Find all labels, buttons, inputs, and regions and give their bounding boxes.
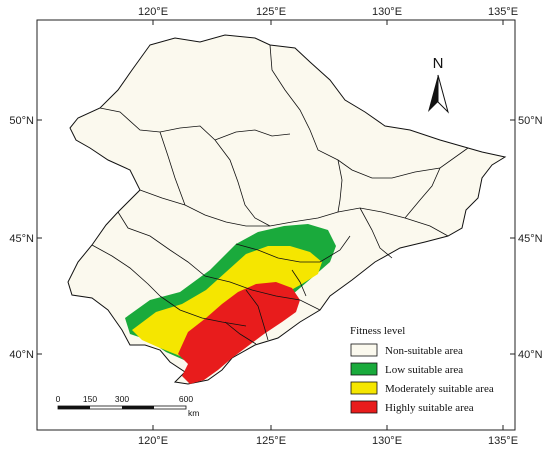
legend-item: Highly suitable area xyxy=(350,400,474,414)
legend-swatch xyxy=(350,362,378,376)
legend-item: Low suitable area xyxy=(350,362,463,376)
scale-unit: km xyxy=(188,408,199,418)
lat-tick-right: 45°N xyxy=(518,233,543,245)
north-label: N xyxy=(433,55,444,72)
legend-label: Non-suitable area xyxy=(385,345,463,357)
scale-label: 150 xyxy=(83,394,97,404)
scale-bar xyxy=(57,405,187,410)
legend-swatch xyxy=(350,381,378,395)
lon-tick-bottom: 135°E xyxy=(488,435,518,447)
legend-item: Moderately suitable area xyxy=(350,381,494,395)
lat-tick-right: 40°N xyxy=(518,349,543,361)
lon-tick-top: 135°E xyxy=(488,6,518,18)
lat-tick-left: 45°N xyxy=(9,233,34,245)
lon-tick-top: 125°E xyxy=(256,6,286,18)
legend-label: Moderately suitable area xyxy=(385,383,494,395)
lon-tick-top: 120°E xyxy=(138,6,168,18)
lat-tick-left: 50°N xyxy=(9,115,34,127)
scale-label: 600 xyxy=(179,394,193,404)
legend-title: Fitness level xyxy=(350,325,405,337)
lon-tick-bottom: 125°E xyxy=(256,435,286,447)
scale-label: 0 xyxy=(56,394,61,404)
frame-ticks xyxy=(37,20,515,430)
legend-item: Non-suitable area xyxy=(350,343,463,357)
lat-tick-left: 40°N xyxy=(9,349,34,361)
legend-swatch xyxy=(350,400,378,414)
lon-tick-top: 130°E xyxy=(372,6,402,18)
north-arrow-icon xyxy=(428,74,449,114)
legend-label: Highly suitable area xyxy=(385,402,474,414)
lon-tick-bottom: 130°E xyxy=(372,435,402,447)
legend-label: Low suitable area xyxy=(385,364,463,376)
lon-tick-bottom: 120°E xyxy=(138,435,168,447)
scale-label: 300 xyxy=(115,394,129,404)
lat-tick-right: 50°N xyxy=(518,115,543,127)
legend-swatch xyxy=(350,343,378,357)
admin-boundaries xyxy=(91,44,469,345)
